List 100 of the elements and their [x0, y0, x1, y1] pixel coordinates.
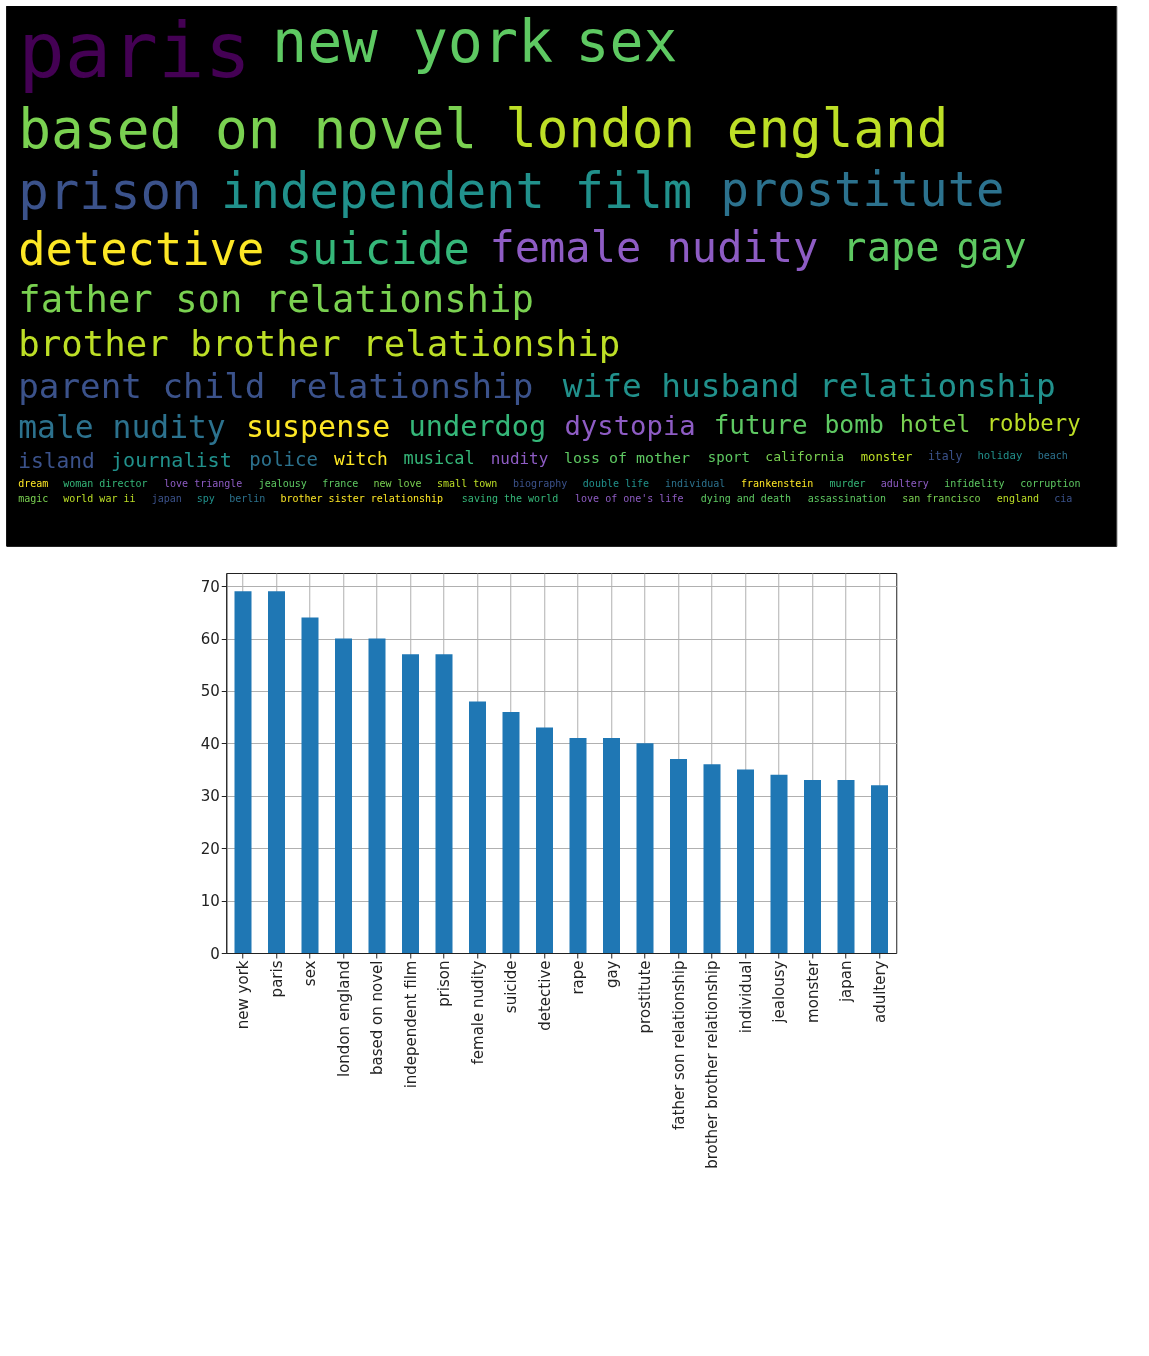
text: jealousy: [258, 477, 307, 489]
x-tick-label: detective: [535, 960, 554, 1031]
text: dystopia: [564, 409, 696, 441]
text: paris: [18, 5, 252, 95]
text: double life: [582, 477, 650, 489]
text: female nudity: [489, 222, 819, 272]
text: adultery: [880, 477, 929, 489]
x-tick-label: rape: [569, 960, 587, 995]
text: individual: [665, 477, 726, 489]
text: japan: [151, 492, 182, 504]
text: loss of mother: [563, 449, 690, 468]
y-tick-label: 20: [200, 839, 220, 858]
text: nudity: [490, 449, 549, 469]
bar: [402, 654, 419, 953]
x-tick-label: based on novel: [368, 960, 386, 1075]
x-tick-label: father son relationship: [669, 960, 688, 1130]
y-tick-label: 40: [200, 734, 220, 753]
x-tick-label: prostitute: [636, 960, 654, 1034]
bar: [536, 727, 553, 953]
text: saving the world: [461, 492, 559, 504]
x-tick-label: london england: [334, 960, 353, 1077]
text: new york: [272, 8, 554, 76]
text: prostitute: [720, 162, 1005, 218]
bar: [871, 785, 888, 953]
y-tick-label: 50: [200, 682, 220, 701]
text: berlin: [229, 492, 266, 504]
text: san francisco: [902, 492, 981, 504]
text: musical: [403, 448, 475, 469]
text: male nudity: [18, 408, 226, 445]
bar: [603, 738, 620, 953]
text: witch: [333, 448, 388, 470]
text: italy: [927, 449, 963, 464]
text: beach: [1037, 450, 1068, 462]
y-tick-label: 0: [210, 944, 220, 963]
text: based on novel: [18, 97, 478, 162]
text: biography: [513, 477, 568, 489]
text: monster: [860, 450, 913, 465]
text: bomb: [824, 409, 884, 439]
text: love triangle: [164, 477, 243, 489]
text: suicide: [285, 222, 470, 274]
text: corruption: [1020, 477, 1081, 489]
text: island: [18, 448, 95, 474]
x-tick-label: female nudity: [468, 960, 487, 1065]
bar: [268, 591, 285, 953]
text: journalist: [111, 448, 232, 473]
text: california: [765, 449, 845, 465]
text: dream: [18, 477, 49, 489]
bar: [469, 701, 486, 953]
text: frankenstein: [741, 477, 814, 489]
bar: [368, 638, 386, 953]
text: parent child relationship: [18, 366, 534, 407]
bar: [435, 654, 453, 953]
text: gay: [956, 223, 1027, 269]
text: love of one's life: [575, 492, 684, 504]
text: holiday: [977, 449, 1023, 463]
y-tick-label: 70: [200, 577, 220, 596]
x-tick-label: new york: [234, 960, 252, 1030]
x-tick-label: jealousy: [770, 960, 788, 1024]
x-tick-label: adultery: [870, 960, 889, 1024]
x-tick-label: japan: [837, 960, 855, 1004]
text: murder: [829, 477, 866, 489]
text: dying and death: [700, 492, 791, 504]
text: underdog: [408, 408, 547, 443]
text: hotel: [899, 409, 971, 438]
bar: [502, 711, 520, 953]
bar: [770, 774, 788, 953]
bar: [636, 743, 654, 953]
text: sex: [575, 9, 678, 74]
x-tick-label: gay: [602, 960, 621, 989]
x-tick-label: monster: [803, 959, 822, 1023]
text: brother brother relationship: [18, 322, 621, 364]
x-tick-label: suicide: [502, 960, 520, 1014]
text: brother sister relationship: [280, 492, 444, 504]
text: prison: [18, 162, 202, 222]
x-tick-label: sex: [301, 960, 319, 987]
text: rape: [842, 222, 940, 271]
text: small town: [437, 477, 498, 489]
bar: [335, 638, 352, 953]
x-tick-label: prison: [435, 960, 453, 1007]
bar: [670, 759, 687, 953]
text: independent film: [221, 163, 693, 221]
text: london england: [505, 98, 949, 160]
y-tick-label: 60: [200, 630, 220, 649]
x-tick-label: individual: [736, 960, 755, 1034]
text: world war ii: [63, 492, 136, 504]
bar: [804, 780, 821, 953]
text: father son relationship: [18, 276, 534, 321]
bar: [301, 617, 319, 953]
text: suspense: [246, 408, 391, 444]
text: wife husband relationship: [562, 367, 1056, 406]
text: magic: [18, 492, 49, 504]
text: police: [249, 448, 318, 471]
text: infidelity: [944, 477, 1005, 489]
text: robbery: [986, 409, 1081, 436]
y-tick-label: 10: [200, 892, 220, 911]
x-tick-label: brother brother relationship: [703, 960, 721, 1169]
text: detective: [18, 222, 265, 276]
text: sport: [707, 449, 750, 466]
bar: [703, 764, 721, 953]
bar: [837, 780, 855, 953]
